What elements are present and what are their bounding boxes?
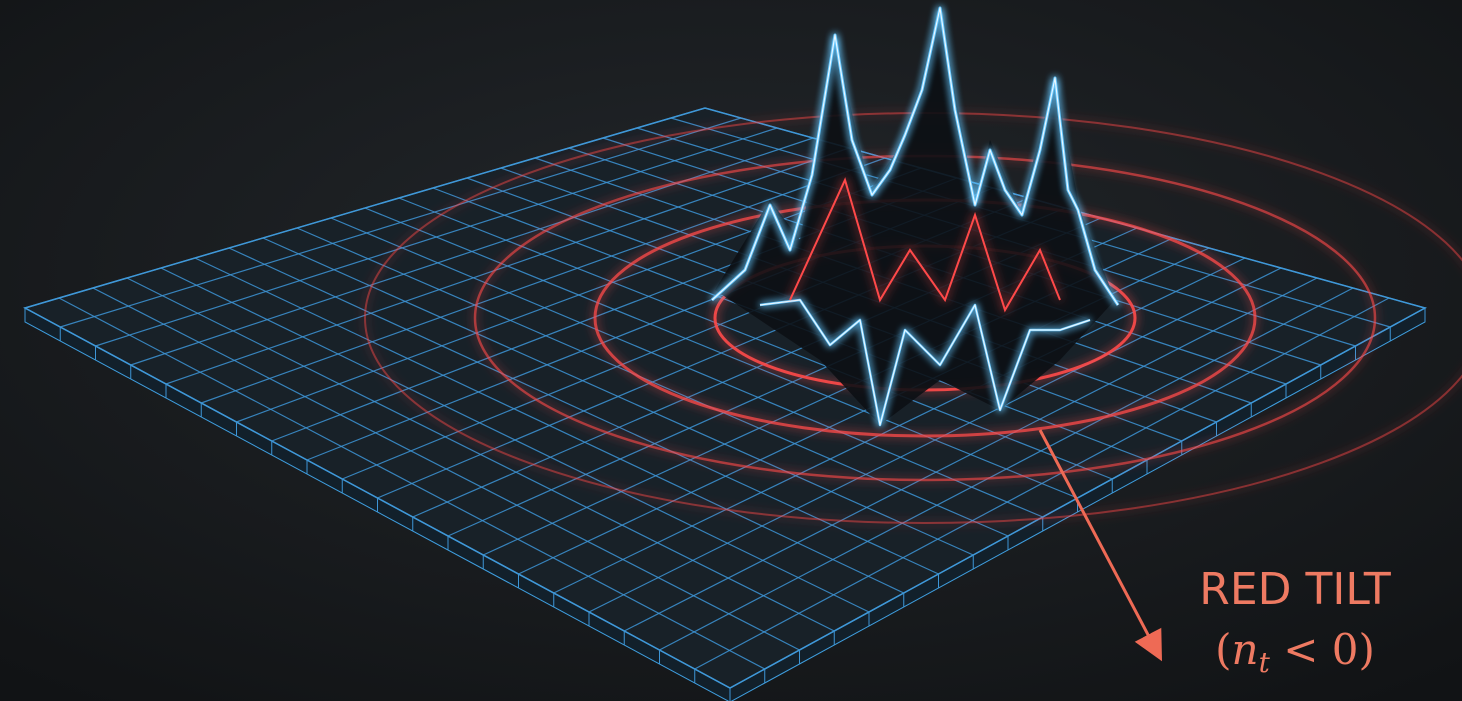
relation: < 0 xyxy=(1270,625,1359,674)
blue-peaks xyxy=(710,6,1120,427)
symbol: n xyxy=(1232,625,1259,674)
grid-line xyxy=(553,257,1246,594)
label-title: RED TILT xyxy=(1199,564,1391,615)
grid-line xyxy=(659,287,1354,651)
paren-close: ) xyxy=(1358,625,1374,674)
grid-line xyxy=(694,297,1390,670)
peak-core xyxy=(759,299,1091,426)
grid-line xyxy=(623,277,1318,632)
grid-line xyxy=(588,267,1282,613)
peak-red-line xyxy=(789,177,1061,313)
arrow xyxy=(1038,429,1162,662)
subscript: t xyxy=(1259,646,1271,679)
label-formula: (nt < 0) xyxy=(1215,625,1375,679)
peak-core xyxy=(711,7,1119,306)
paren-open: ( xyxy=(1215,625,1231,674)
